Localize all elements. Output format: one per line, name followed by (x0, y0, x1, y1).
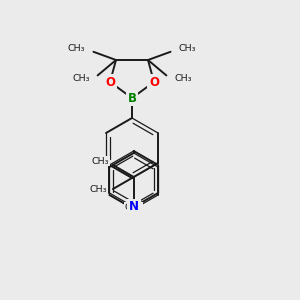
Text: CH₃: CH₃ (68, 44, 85, 53)
Text: CH₃: CH₃ (92, 157, 109, 166)
Text: CH₃: CH₃ (174, 74, 192, 83)
Text: N: N (129, 200, 139, 214)
Text: CH₃: CH₃ (178, 44, 196, 53)
Text: CH₃: CH₃ (72, 74, 90, 83)
Text: O: O (149, 76, 159, 88)
Text: O: O (105, 76, 115, 88)
Text: CH₃: CH₃ (125, 202, 142, 211)
Text: B: B (128, 92, 136, 104)
Text: CH₃: CH₃ (89, 184, 107, 194)
